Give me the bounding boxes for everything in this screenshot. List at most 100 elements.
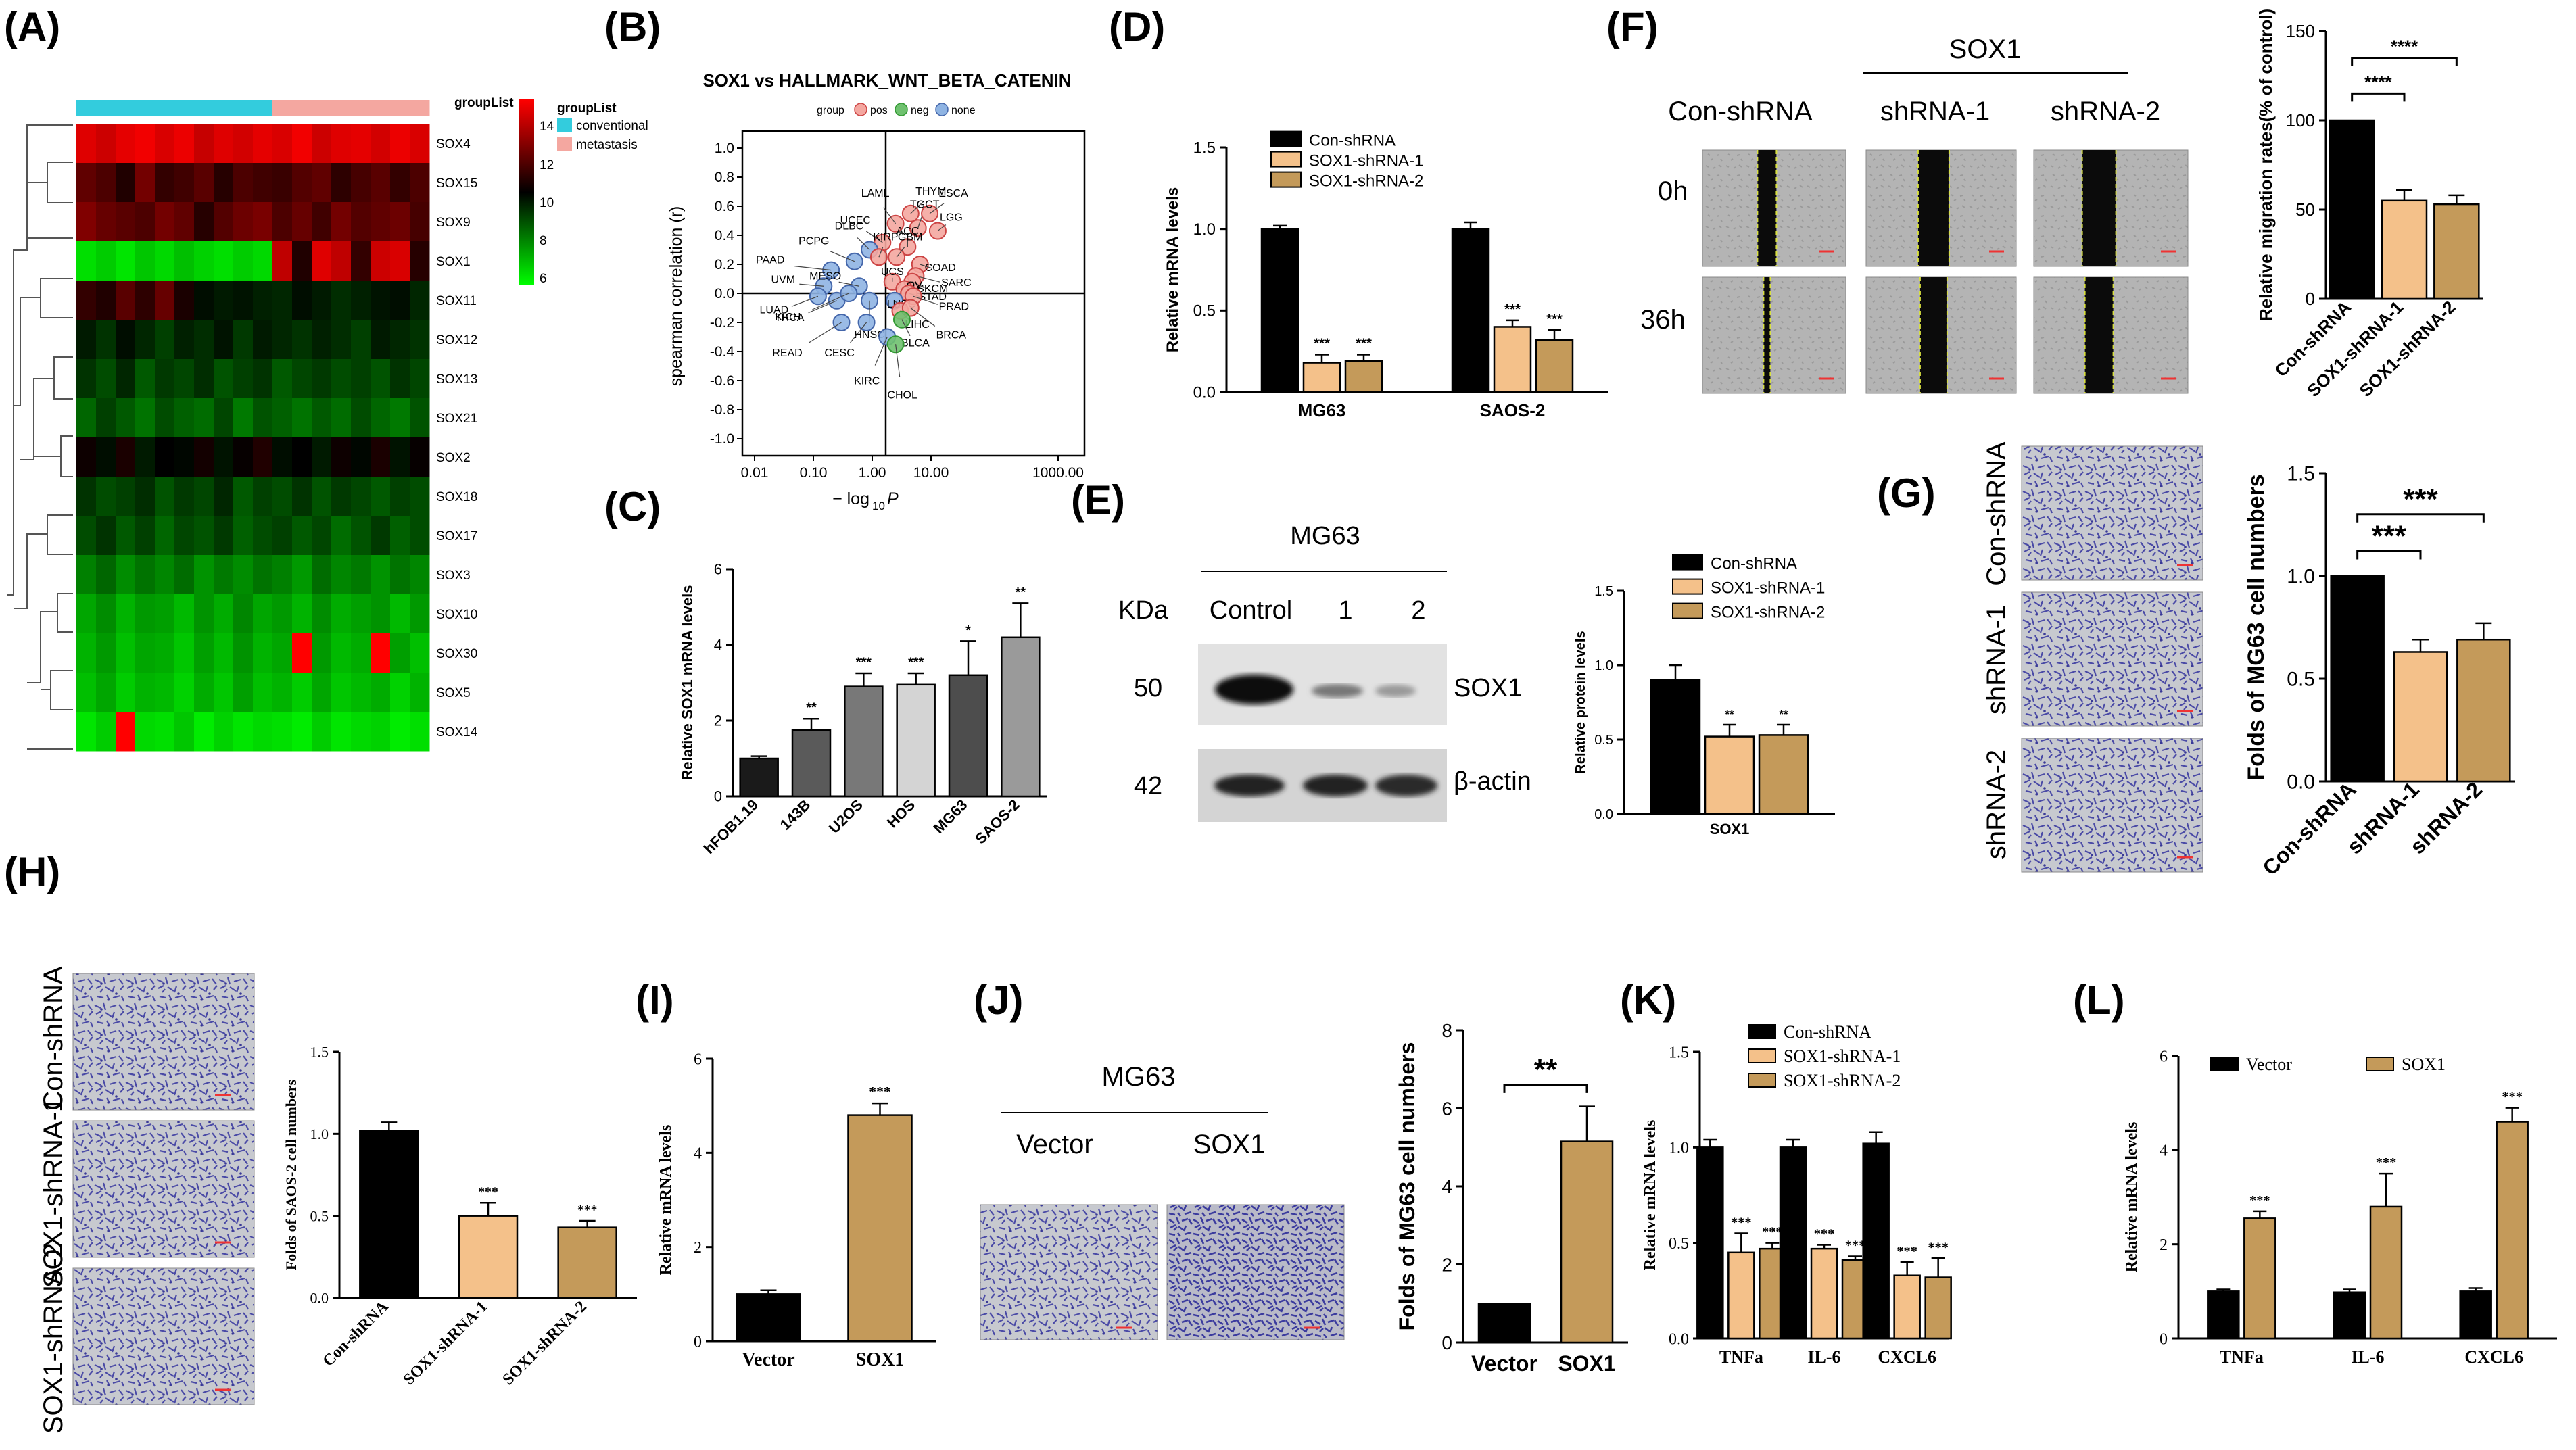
heatmap-cell bbox=[331, 555, 352, 595]
significance-bracket bbox=[1503, 1084, 1588, 1093]
y-tick-label: 0 bbox=[1441, 1332, 1452, 1353]
heatmap-cell bbox=[76, 163, 97, 203]
actin-band-1 bbox=[1303, 775, 1368, 796]
y-axis-label: Folds of SAOS-2 cell numbers bbox=[283, 1079, 300, 1270]
heatmap-cell bbox=[76, 477, 97, 516]
scatter-x-tick-label: 1.00 bbox=[859, 465, 886, 481]
scatter-y-tick-label: -0.8 bbox=[710, 402, 734, 418]
scatter-point-label: ACC bbox=[896, 226, 919, 237]
heatmap-cell bbox=[253, 516, 273, 556]
y-tick-label: 2 bbox=[1441, 1254, 1452, 1275]
heatmap-cell bbox=[194, 437, 214, 477]
y-tick-label: 0.5 bbox=[1193, 302, 1216, 320]
significance-mark: *** bbox=[478, 1184, 498, 1199]
heatmap-cell bbox=[253, 437, 273, 477]
heatmap-cell bbox=[331, 398, 352, 438]
y-tick-label: 0.5 bbox=[1594, 733, 1613, 748]
significance-mark: *** bbox=[2249, 1193, 2270, 1208]
heatmap-cell bbox=[253, 712, 273, 752]
significance-mark: *** bbox=[1762, 1225, 1783, 1240]
y-tick-label: 1.5 bbox=[1669, 1044, 1689, 1061]
heatmap-cell bbox=[272, 673, 293, 712]
heatmap-row-label: SOX17 bbox=[436, 529, 477, 543]
heatmap-cell bbox=[76, 124, 97, 164]
bracket-significance: ** bbox=[1534, 1053, 1558, 1086]
scatter-point-label: GBM bbox=[898, 231, 922, 243]
bar bbox=[2330, 575, 2385, 783]
bar bbox=[1727, 1251, 1755, 1340]
heatmap-cell bbox=[253, 477, 273, 516]
heatmap-cell bbox=[214, 594, 234, 634]
transwell-j-col-sox1: SOX1 bbox=[1193, 1130, 1266, 1159]
heatmap-cell bbox=[410, 437, 430, 477]
heatmap-cell bbox=[371, 673, 391, 712]
scatter-leader-line bbox=[808, 300, 837, 314]
scatter-point-label: MESO bbox=[809, 270, 841, 282]
scatter-point-label: SKCM bbox=[917, 283, 948, 295]
bar bbox=[2329, 119, 2375, 300]
heatmap-colorbar bbox=[519, 99, 534, 285]
wound-gap bbox=[2082, 150, 2116, 266]
heatmap-cell bbox=[272, 594, 293, 634]
heatmap-cell bbox=[351, 241, 371, 281]
heatmap-group-cell bbox=[76, 100, 97, 116]
heatmap-cell bbox=[135, 241, 156, 281]
panel-label-e: (E) bbox=[1071, 477, 1125, 523]
heatmap-cell bbox=[272, 241, 293, 281]
heatmap-cell bbox=[292, 477, 312, 516]
heatmap-cell bbox=[371, 241, 391, 281]
scatter-point-label: UVM bbox=[771, 274, 796, 285]
significance-mark: ** bbox=[1779, 708, 1788, 721]
heatmap-cell bbox=[155, 555, 175, 595]
heatmap-cell bbox=[96, 516, 116, 556]
heatmap-cell bbox=[312, 398, 332, 438]
heatmap-cell bbox=[292, 124, 312, 164]
heatmap-colorbar-ticks: 14 12 10 8 6 bbox=[540, 120, 554, 286]
scatter-point-label: CESC bbox=[824, 347, 854, 359]
heatmap-cell bbox=[351, 633, 371, 673]
heatmap-cell bbox=[410, 202, 430, 242]
heatmap-cell bbox=[76, 437, 97, 477]
heatmap-cell bbox=[331, 359, 352, 399]
heatmap-cell bbox=[76, 594, 97, 634]
transwell-g-con bbox=[2021, 445, 2203, 581]
heatmap-cell bbox=[292, 202, 312, 242]
y-tick-label: 2 bbox=[694, 1239, 702, 1257]
transwell-h-sh1 bbox=[72, 1120, 255, 1258]
heatmap-cell bbox=[174, 633, 195, 673]
transwell-j-cell-line: MG63 bbox=[1102, 1062, 1176, 1092]
heatmap-cell bbox=[233, 516, 254, 556]
heatmap-cell bbox=[155, 594, 175, 634]
heatmap-row-label: SOX5 bbox=[436, 686, 471, 700]
category-label: hFOB1.19 bbox=[700, 796, 761, 857]
scatter-x-axis-label-sub: 10 bbox=[872, 500, 885, 512]
scatter-point-label: READ bbox=[772, 347, 802, 359]
blot-lane-1: 1 bbox=[1338, 596, 1352, 625]
heatmap-cell bbox=[194, 477, 214, 516]
transwell-g-sh1 bbox=[2021, 591, 2203, 727]
blot-lane-control: Control bbox=[1210, 596, 1293, 625]
scatter-y-tick-label: 1.0 bbox=[715, 141, 734, 156]
heatmap-row-label: SOX21 bbox=[436, 412, 477, 426]
heatmap-cell bbox=[135, 712, 156, 752]
transwell-images-h: Con-shRNA SOX1-shRNA-1 SOX1-shRNA-2 bbox=[39, 966, 255, 1434]
category-label: MG63 bbox=[1298, 400, 1346, 420]
heatmap-cell bbox=[135, 477, 156, 516]
heatmap-cell bbox=[174, 202, 195, 242]
significance-bracket bbox=[2356, 513, 2485, 523]
scatter-leader-line bbox=[883, 207, 897, 224]
scatter-leader-line bbox=[913, 295, 938, 305]
y-tick-label: 150 bbox=[2286, 21, 2315, 41]
heatmap-cell bbox=[174, 516, 195, 556]
bar bbox=[1924, 1276, 1952, 1340]
blot-kda-50: 50 bbox=[1134, 674, 1162, 702]
y-tick-label: 0 bbox=[2306, 289, 2315, 309]
heatmap-legend-title: groupList bbox=[557, 101, 617, 116]
chart-k: 0.0 0.5 1.0 1.5 Relative mRNA levels *** *** TN… bbox=[1642, 1022, 1952, 1367]
heatmap-cell bbox=[135, 673, 156, 712]
transwell-j-col-vector: Vector bbox=[1016, 1130, 1093, 1159]
bar bbox=[736, 1293, 801, 1343]
svg-text:group: group bbox=[817, 105, 844, 116]
heatmap-cell bbox=[390, 281, 410, 320]
scatter-x-axis-label: − log bbox=[832, 489, 869, 508]
